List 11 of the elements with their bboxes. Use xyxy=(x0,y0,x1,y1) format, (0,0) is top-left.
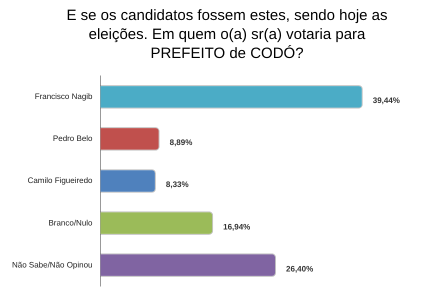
data-label: 16,94% xyxy=(223,222,250,232)
y-tick-label: Pedro Belo xyxy=(52,134,94,144)
y-tick-label: Camilo Figueiredo xyxy=(28,176,94,186)
data-label: 8,89% xyxy=(170,138,192,148)
data-label: 8,33% xyxy=(166,180,189,190)
y-tick-label: Francisco Nagib xyxy=(34,92,94,102)
y-tick-label: Não Sabe/Não Opinou xyxy=(12,260,92,270)
y-tick-label: Branco/Nulo xyxy=(48,218,94,228)
data-label: 39,44% xyxy=(372,96,400,106)
chart-title: E se os candidatos fossem estes, sendo hoje as eleições. Em quem o(a) sr(a) votaria para PREFEITO de CODÓ? xyxy=(65,6,389,63)
data-label: 26,40% xyxy=(286,264,314,274)
